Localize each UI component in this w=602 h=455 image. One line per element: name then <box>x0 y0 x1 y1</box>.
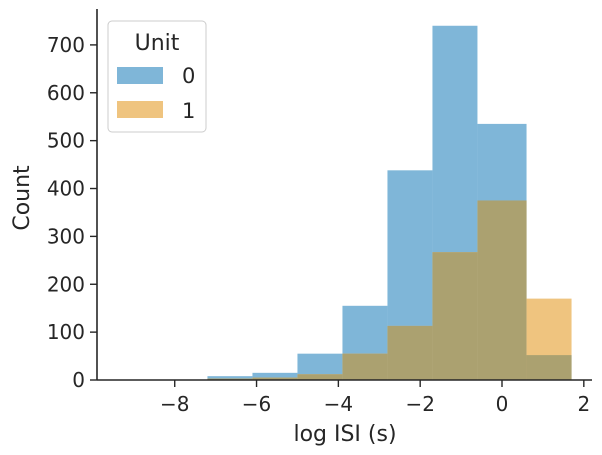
y-tick-label: 700 <box>47 33 85 57</box>
x-tick-label: −8 <box>160 392 189 416</box>
y-tick-label: 200 <box>47 272 85 296</box>
y-axis-label: Count <box>10 165 35 231</box>
legend: Unit 0 1 <box>107 20 207 133</box>
x-tick-label: 0 <box>496 392 509 416</box>
x-tick-label: 2 <box>577 392 590 416</box>
y-tick-label: 0 <box>72 368 85 392</box>
x-tick-label: −6 <box>242 392 271 416</box>
bar-overlap <box>252 377 298 380</box>
legend-swatch-1 <box>117 101 163 118</box>
histogram-bars <box>207 25 572 380</box>
bar-unit-0 <box>252 372 298 380</box>
y-tick-label: 500 <box>47 129 85 153</box>
y-tick-label: 300 <box>47 224 85 248</box>
x-tick-label: −4 <box>324 392 353 416</box>
bar-overlap <box>342 353 388 380</box>
y-tick-label: 400 <box>47 177 85 201</box>
axes <box>96 9 592 381</box>
y-tick-label: 100 <box>47 320 85 344</box>
x-tick-label: −2 <box>405 392 434 416</box>
legend-label-1: 1 <box>182 99 195 123</box>
y-tick-label: 600 <box>47 81 85 105</box>
x-axis-label: log ISI (s) <box>293 422 396 447</box>
bar-overlap <box>432 252 478 380</box>
x-ticks: −8 −6 −4 −2 0 2 <box>160 380 590 416</box>
bar-overlap <box>526 355 572 380</box>
bar-overlap <box>387 325 433 380</box>
legend-title: Unit <box>135 31 180 56</box>
legend-label-0: 0 <box>182 64 195 88</box>
bar-unit-0 <box>207 376 253 380</box>
bar-overlap <box>297 374 343 380</box>
legend-swatch-0 <box>117 67 163 84</box>
y-ticks: 0 100 200 300 400 500 600 700 <box>47 33 97 392</box>
bar-overlap <box>477 200 527 380</box>
